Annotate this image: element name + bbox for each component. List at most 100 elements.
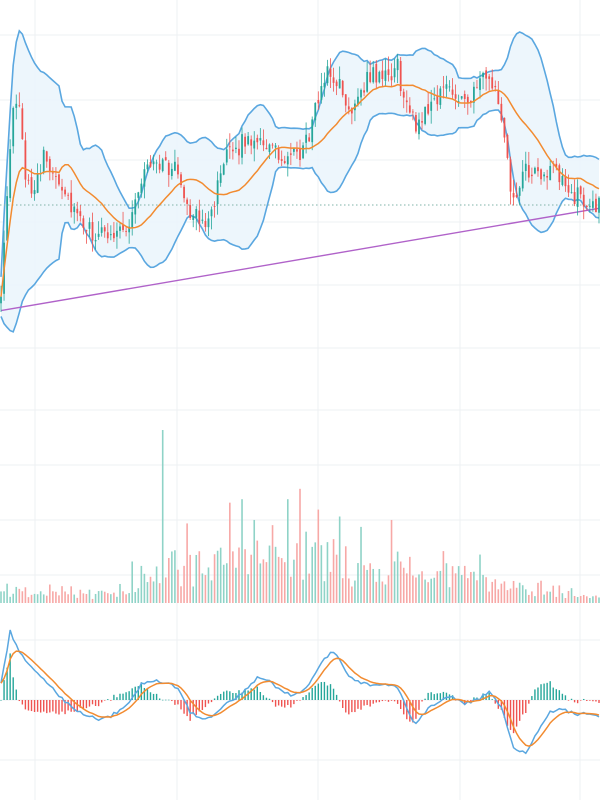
candle-body [476,87,478,89]
candle-body [451,89,454,95]
volume-bar [363,565,365,603]
volume-bar [573,595,576,603]
candle [6,186,9,241]
volume-bar [94,593,97,603]
macd-histogram-bar [302,697,304,700]
candle-body [299,149,301,160]
volume-bar [146,582,149,603]
macd-histogram-bar [6,667,8,700]
candle [457,94,460,107]
candle [363,82,365,97]
volume-bar [67,594,69,603]
candle [79,204,82,222]
volume-bar [64,591,66,603]
volume-bar [27,597,30,603]
candle-body [332,77,335,83]
volume-bar [180,586,182,603]
volume-bar [579,596,582,603]
candle [15,94,18,120]
candle-body [482,72,484,78]
macd-histogram-bar [284,700,286,708]
volume-panel [0,430,600,603]
candle [195,206,198,231]
candle [180,172,182,188]
volume-bar [341,578,344,603]
macd-histogram-bar [0,700,2,701]
volume-bar [128,593,130,603]
macd-histogram-bar [515,700,518,727]
volume-bar [405,573,408,603]
macd-histogram-bar [454,700,457,701]
volume-bar [360,526,362,603]
volume-bar [448,587,451,603]
candle [244,133,246,154]
macd-histogram-bar [345,700,347,713]
macd-histogram-bar [576,700,579,704]
volume-bar [509,588,512,603]
volume-bar [595,595,597,603]
macd-histogram-bar [439,693,442,700]
volume-bar [317,509,320,603]
macd-line [0,629,600,755]
volume-bar [518,582,521,603]
candle [408,97,411,114]
volume-bar [91,598,94,603]
candle-body [51,172,54,174]
macd-histogram-bar [296,700,298,701]
volume-bar [186,523,188,603]
candle [314,102,317,127]
candle [427,91,430,116]
volume-bar [225,563,228,603]
volume-bar [546,591,548,603]
candle [12,106,15,154]
candle-body [415,115,417,132]
candle [204,212,207,232]
candle-body [174,161,176,171]
macd-histogram-bar [540,684,542,700]
volume-bar [409,556,411,603]
candle [317,91,320,110]
candle-body [335,81,338,87]
macd-histogram-bar [30,700,33,712]
volume-bar [488,591,490,603]
macd-histogram-bar [280,700,283,707]
macd-histogram-bar [354,700,356,713]
candle-body [491,77,494,89]
volume-bar [314,542,317,603]
volume-bar [515,587,518,603]
macd-histogram-bar [348,700,350,715]
volume-bar [576,597,579,603]
candle-body [311,119,314,143]
candle [189,199,192,220]
macd-histogram-bar [375,700,377,703]
volume-bar [21,591,24,603]
candle [103,225,106,238]
macd-histogram-bar [247,690,249,700]
candle [585,204,588,211]
candle-body [238,148,240,156]
volume-bar [558,585,561,603]
candle-body [411,111,414,113]
candle [274,143,277,159]
macd-histogram-bar [177,700,179,705]
macd-histogram-bar [271,700,274,703]
candle [100,217,103,237]
candle [463,90,466,108]
candle-body [463,93,466,99]
macd-histogram-bar [219,693,222,700]
candle-body [21,108,24,140]
candle [286,151,289,177]
candle [421,112,423,130]
volume-bar [52,591,54,603]
volume-bar [149,576,152,603]
volume-bar [296,543,298,603]
macd-histogram-bar [122,693,124,700]
candle [174,149,176,172]
macd-histogram-bar [579,700,582,701]
candle-body [134,199,137,215]
macd-histogram-bar [396,700,399,704]
candle [454,84,457,110]
candle [509,156,512,205]
candle [497,81,500,105]
candle [558,163,561,191]
